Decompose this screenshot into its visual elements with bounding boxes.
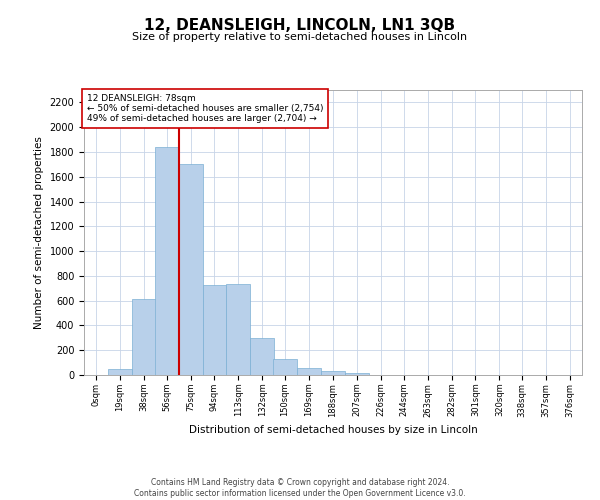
Text: Contains HM Land Registry data © Crown copyright and database right 2024.
Contai: Contains HM Land Registry data © Crown c… <box>134 478 466 498</box>
Bar <box>155 147 179 375</box>
Bar <box>345 372 369 375</box>
Text: Size of property relative to semi-detached houses in Lincoln: Size of property relative to semi-detach… <box>133 32 467 42</box>
Bar <box>297 368 321 375</box>
Text: 12, DEANSLEIGH, LINCOLN, LN1 3QB: 12, DEANSLEIGH, LINCOLN, LN1 3QB <box>145 18 455 32</box>
Bar <box>250 338 274 375</box>
Bar <box>132 299 156 375</box>
Text: 12 DEANSLEIGH: 78sqm
← 50% of semi-detached houses are smaller (2,754)
49% of se: 12 DEANSLEIGH: 78sqm ← 50% of semi-detac… <box>86 94 323 124</box>
Y-axis label: Number of semi-detached properties: Number of semi-detached properties <box>34 136 44 329</box>
Bar <box>108 369 132 375</box>
X-axis label: Distribution of semi-detached houses by size in Lincoln: Distribution of semi-detached houses by … <box>188 425 478 435</box>
Bar <box>203 284 226 375</box>
Bar <box>226 284 250 375</box>
Bar <box>273 359 297 375</box>
Bar <box>321 370 345 375</box>
Bar <box>179 164 203 375</box>
